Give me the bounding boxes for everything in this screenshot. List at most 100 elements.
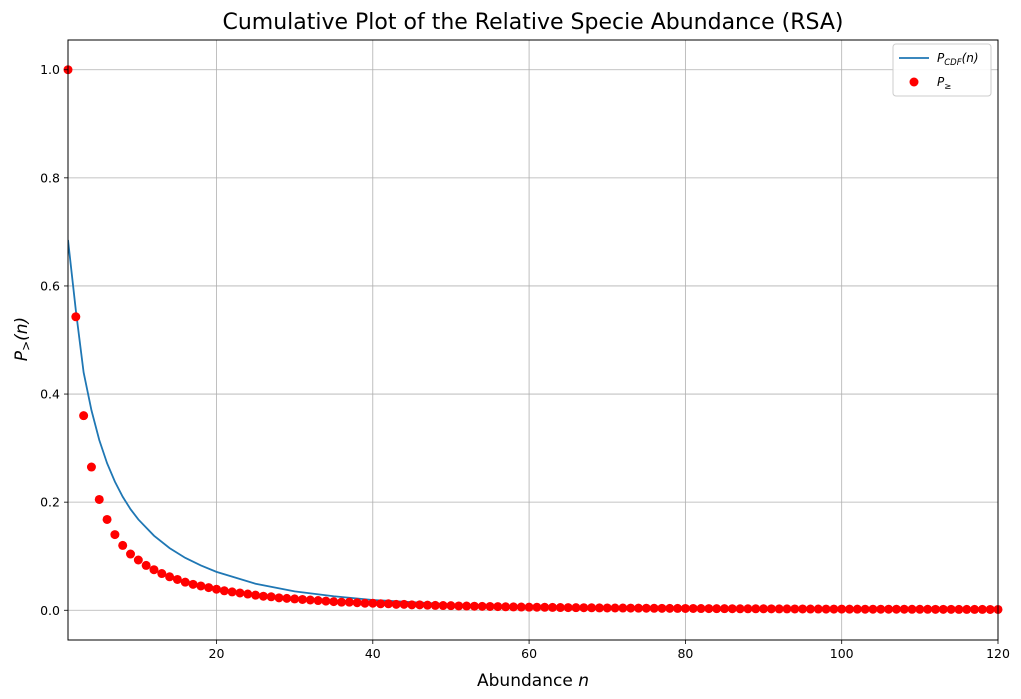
data-point (594, 603, 604, 613)
data-point (485, 601, 495, 611)
y-tick-label: 0.0 (40, 603, 60, 618)
data-point (360, 598, 370, 608)
data-point (579, 603, 589, 613)
data-point (110, 530, 120, 540)
data-point (477, 601, 487, 611)
data-point (719, 604, 729, 614)
data-point (704, 604, 714, 614)
data-point (852, 604, 862, 614)
data-point (391, 599, 401, 609)
data-point (923, 604, 933, 614)
data-point (610, 603, 620, 613)
data-point (649, 603, 659, 613)
data-point (657, 603, 667, 613)
data-point (211, 584, 221, 594)
data-point (977, 604, 987, 614)
data-point (243, 589, 253, 599)
data-point (774, 604, 784, 614)
data-point (462, 601, 472, 611)
data-point (954, 604, 964, 614)
data-point (79, 411, 89, 421)
data-point (915, 604, 925, 614)
data-point (548, 602, 558, 612)
data-point (102, 514, 112, 524)
legend: PCDF(n) P≥ (892, 43, 992, 97)
data-point (204, 583, 214, 593)
data-point (454, 601, 464, 611)
data-point (727, 604, 737, 614)
data-point (563, 603, 573, 613)
data-point (282, 593, 292, 603)
data-point (938, 604, 948, 614)
data-point (946, 604, 956, 614)
data-point (587, 603, 597, 613)
data-point (329, 597, 339, 607)
data-point (845, 604, 855, 614)
data-point (251, 590, 261, 600)
data-point (165, 572, 175, 582)
data-point (790, 604, 800, 614)
legend-marker-swatch (909, 77, 919, 87)
grid-lines (68, 40, 999, 640)
data-point (696, 604, 706, 614)
data-point (805, 604, 815, 614)
x-axis-label-var: n (578, 671, 589, 691)
legend-label-cdf-arg: (n) (962, 51, 979, 65)
legend-label-geq-sub: ≥ (944, 82, 951, 92)
data-point (829, 604, 839, 614)
data-point (665, 603, 675, 613)
data-point (493, 602, 503, 612)
data-point (743, 604, 753, 614)
data-point (907, 604, 917, 614)
legend-label-cdf: PCDF(n) (937, 51, 979, 68)
data-point (313, 596, 323, 606)
legend-label-geq-main: P (937, 75, 945, 89)
data-point (274, 593, 284, 603)
data-point (86, 462, 96, 472)
data-point (688, 603, 698, 613)
data-point (415, 600, 425, 610)
legend-label-geq: P≥ (937, 75, 951, 92)
data-point (344, 597, 354, 607)
data-point (516, 602, 526, 612)
data-point (970, 604, 980, 614)
data-point (891, 604, 901, 614)
data-point (196, 581, 206, 591)
data-point (782, 604, 792, 614)
data-point (172, 574, 182, 584)
x-tick-label: 120 (986, 646, 1010, 661)
data-point (407, 600, 417, 610)
data-point (798, 604, 808, 614)
data-point (180, 577, 190, 587)
data-point (680, 603, 690, 613)
data-point (555, 603, 565, 613)
data-point (94, 494, 104, 504)
data-point (962, 604, 972, 614)
data-point (235, 588, 245, 598)
y-axis-label-main: P (12, 350, 32, 361)
data-point (266, 592, 276, 602)
data-point (618, 603, 628, 613)
data-point (673, 603, 683, 613)
y-tick-label: 1.0 (40, 62, 60, 77)
x-tick-label: 100 (830, 646, 854, 661)
data-point (626, 603, 636, 613)
data-point (602, 603, 612, 613)
data-point (157, 569, 167, 579)
data-point (337, 597, 347, 607)
y-axis-label-sub: > (19, 341, 33, 351)
data-point (641, 603, 651, 613)
data-point (751, 604, 761, 614)
data-point (821, 604, 831, 614)
chart-title: Cumulative Plot of the Relative Specie A… (222, 10, 843, 35)
data-point (899, 604, 909, 614)
y-tick-label: 0.4 (40, 387, 60, 402)
data-point (712, 604, 722, 614)
data-point (766, 604, 776, 614)
data-point (422, 600, 432, 610)
data-point (321, 596, 331, 606)
data-point (383, 599, 393, 609)
data-point (118, 540, 128, 550)
x-tick-label: 40 (365, 646, 381, 661)
